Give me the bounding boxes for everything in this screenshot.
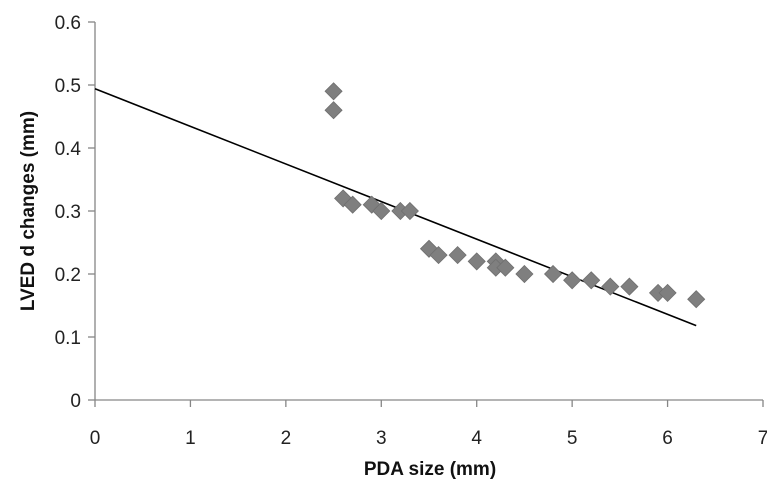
x-tick-label: 5 — [567, 428, 578, 449]
y-tick-label: 0.4 — [55, 139, 82, 160]
data-point — [429, 246, 448, 265]
data-point — [601, 277, 620, 296]
x-tick-label: 3 — [376, 428, 387, 449]
data-point — [372, 201, 391, 221]
y-axis-ticks: 0 0.1 0.2 0.3 0.4 0.5 0.6 — [55, 13, 95, 412]
y-axis-title: LVED d changes (mm) — [18, 111, 39, 311]
y-tick-label: 0 — [70, 391, 81, 412]
data-point — [582, 271, 601, 290]
data-point — [343, 195, 362, 214]
x-axis-ticks: 0 1 2 3 4 5 6 7 — [90, 400, 767, 449]
y-tick-label: 0.6 — [55, 13, 81, 34]
x-tick-label: 0 — [90, 428, 101, 449]
y-tick-label: 0.1 — [55, 328, 81, 349]
data-point — [324, 82, 343, 101]
data-point — [563, 271, 582, 290]
y-tick-label: 0.3 — [55, 202, 81, 223]
x-axis-title: PDA size (mm) — [364, 459, 496, 480]
x-tick-label: 1 — [185, 428, 196, 449]
data-point — [543, 264, 563, 284]
data-point — [496, 258, 515, 277]
data-point — [324, 101, 343, 120]
data-point — [448, 246, 467, 265]
axes — [94, 22, 763, 401]
x-tick-label: 7 — [758, 428, 767, 449]
data-point — [400, 201, 419, 221]
data-point — [687, 290, 706, 309]
data-point — [467, 252, 486, 271]
y-tick-label: 0.5 — [55, 76, 81, 97]
data-points — [324, 82, 706, 309]
y-tick-label: 0.2 — [55, 265, 81, 286]
x-tick-label: 6 — [662, 428, 673, 449]
data-point — [515, 264, 534, 284]
x-tick-label: 4 — [471, 428, 482, 449]
data-point — [620, 277, 639, 296]
x-tick-label: 2 — [281, 428, 292, 449]
data-point — [658, 283, 677, 302]
